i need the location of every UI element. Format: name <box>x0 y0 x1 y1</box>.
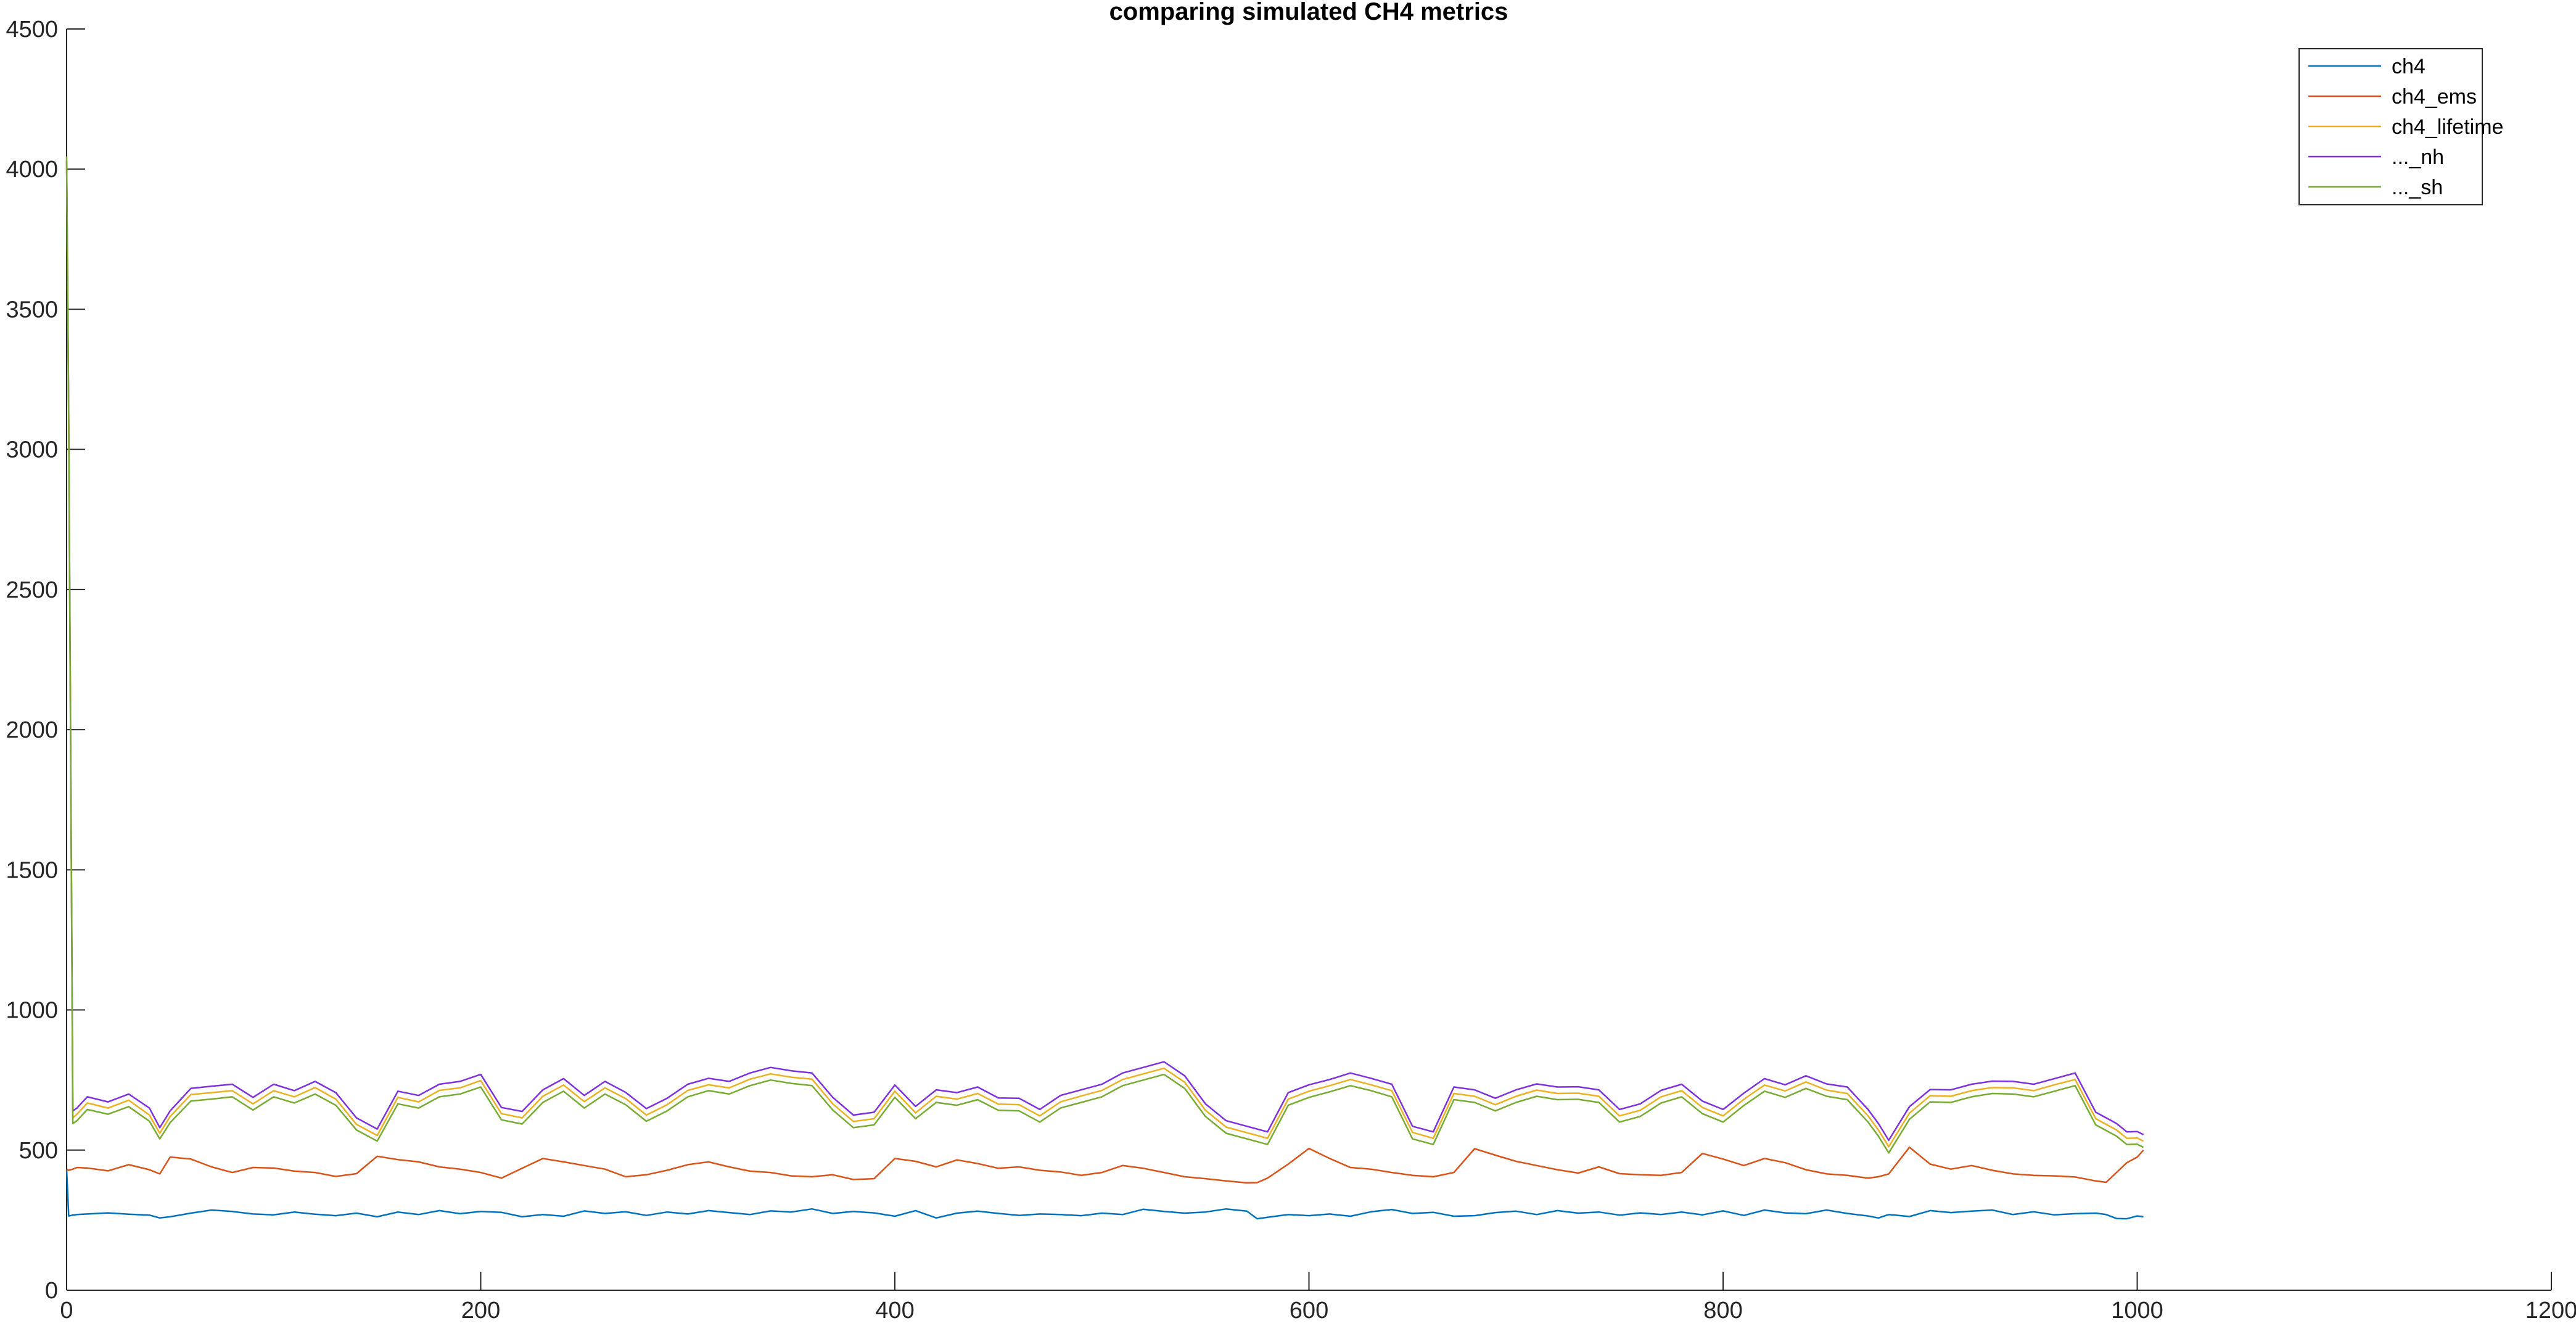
x-tick-label: 1000 <box>2111 1298 2163 1324</box>
y-tick-label: 2500 <box>6 577 58 603</box>
x-tick-label: 0 <box>60 1298 73 1324</box>
legend-entry-label: ch4_ems <box>2392 85 2477 109</box>
y-axis: 0 500 1000 1500 2000 2500 3000 3500 4000 4500 <box>6 17 85 1304</box>
y-tick-label: 3000 <box>6 437 58 463</box>
y-tick-label: 4500 <box>6 17 58 43</box>
y-tick-label: 1000 <box>6 998 58 1024</box>
x-tick-label: 200 <box>461 1298 500 1324</box>
y-tick-label: 500 <box>19 1138 58 1164</box>
series-line-sh <box>65 156 2144 1154</box>
y-tick-label: 2000 <box>6 717 58 743</box>
x-axis: 0 200 400 600 800 1000 1200 <box>60 1272 2576 1324</box>
y-tick-label: 4000 <box>6 157 58 183</box>
series-lines <box>65 156 2144 1220</box>
y-tick-label: 0 <box>45 1278 58 1304</box>
chart-title: comparing simulated CH4 metrics <box>1109 0 1508 25</box>
legend: ch4 ch4_ems ch4_lifetime ..._nh ..._sh <box>2298 48 2503 205</box>
x-tick-label: 800 <box>1703 1298 1742 1324</box>
y-tick-label: 3500 <box>6 297 58 323</box>
legend-entry-label: ch4 <box>2392 55 2426 78</box>
legend-entry-label: ..._nh <box>2392 146 2444 169</box>
x-tick-label: 400 <box>875 1298 914 1324</box>
series-line-ch4-lifetime <box>65 162 2144 1148</box>
legend-entry-label: ..._sh <box>2392 176 2443 199</box>
y-tick-label: 1500 <box>6 857 58 883</box>
plot-area: 0 500 1000 1500 2000 2500 3000 3500 4000 4500 0 20… <box>6 17 2576 1324</box>
series-line-ch4 <box>65 1169 2144 1220</box>
series-line-nh <box>65 160 2144 1142</box>
x-tick-label: 600 <box>1290 1298 1328 1324</box>
legend-entry-label: ch4_lifetime <box>2392 115 2503 139</box>
series-line-ch4-ems <box>66 1146 2144 1184</box>
x-tick-label: 1200 <box>2525 1298 2576 1324</box>
